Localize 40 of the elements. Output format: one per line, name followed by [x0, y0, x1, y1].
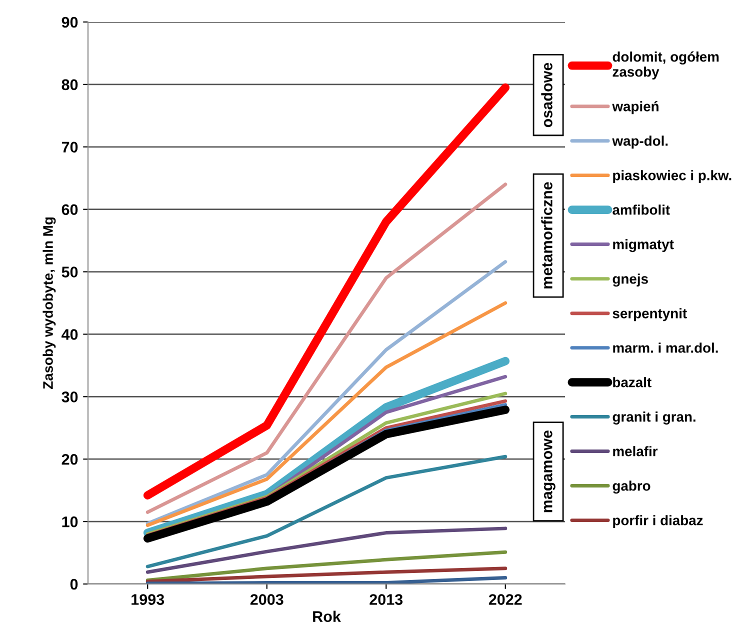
- y-tick-label: 50: [62, 266, 78, 278]
- y-tick-label: 0: [70, 578, 78, 590]
- legend-label: dolomit, ogółem zasoby: [612, 51, 719, 80]
- legend-label: amfibolit: [612, 204, 670, 215]
- y-axis-title: Zasoby wydobyte, mln Mg: [42, 217, 56, 390]
- y-tick-label: 70: [62, 142, 78, 153]
- line-series: [146, 260, 508, 526]
- legend-label: bazalt: [613, 377, 652, 388]
- line-series: [146, 454, 508, 568]
- legend-label: marm. i mar.dol.: [613, 342, 718, 353]
- x-tick-label: 2022: [488, 594, 522, 605]
- line-series: [146, 526, 508, 574]
- y-tick-label: 30: [62, 392, 78, 402]
- legend-label: serpentynit: [612, 308, 687, 322]
- legend-label: gnejs: [612, 274, 648, 287]
- legend-label: wapień: [612, 101, 658, 114]
- legend-label: porfir i diabaz: [613, 515, 703, 528]
- y-tick-label: 20: [62, 454, 78, 465]
- x-tick-label: 1993: [132, 594, 164, 605]
- line-series: [146, 182, 508, 514]
- y-tick-label: 10: [62, 516, 78, 528]
- legend-label: piaskowiec i p.kw.: [613, 170, 732, 184]
- line-series: [146, 301, 508, 528]
- legend-label: melafir: [613, 446, 658, 456]
- annotation: osadowe: [541, 62, 552, 128]
- y-tick-label: 60: [62, 204, 78, 216]
- annotation: magamowe: [544, 430, 556, 512]
- legend-label: migmatyt: [613, 239, 674, 252]
- x-axis-title: Rok: [313, 610, 341, 622]
- line-series: [146, 566, 508, 584]
- legend-label: granit i gran.: [612, 412, 696, 425]
- x-tick-label: 2013: [370, 594, 403, 605]
- annotation: metamorficzne: [541, 182, 552, 288]
- y-tick-label: 90: [62, 16, 78, 28]
- y-tick-label: 40: [62, 329, 78, 340]
- legend-label: wap-dol.: [612, 136, 668, 149]
- x-tick-label: 2003: [250, 594, 284, 605]
- line-series: [146, 550, 508, 582]
- y-tick-label: 80: [62, 79, 78, 90]
- legend-label: gabro: [612, 480, 650, 494]
